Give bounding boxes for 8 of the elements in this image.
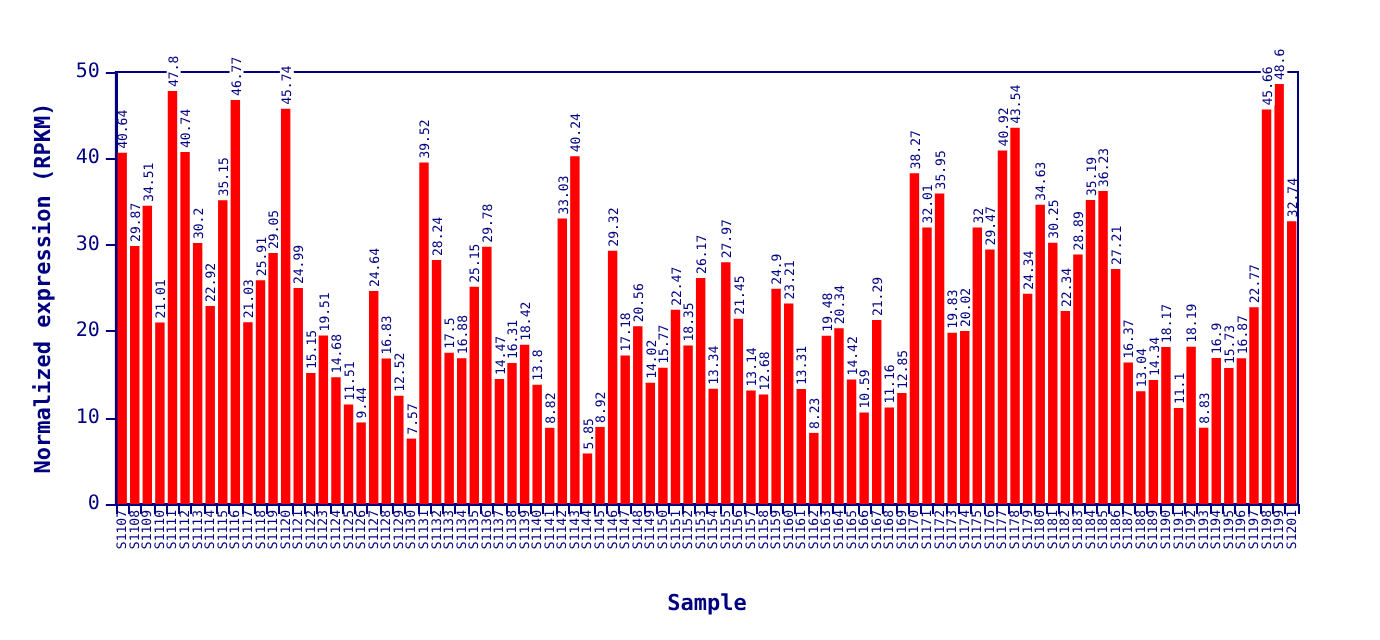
y-tick-label: 20: [75, 320, 100, 343]
y-tick-label: 0: [87, 493, 100, 515]
x-axis-title: Sample: [667, 590, 748, 616]
y-tick-label: 30: [75, 233, 100, 256]
y-tick-label: 50: [75, 61, 100, 83]
y-tick-label: 40: [75, 147, 100, 170]
y-tick-label: 10: [75, 406, 100, 429]
y-axis-title: Normalized expression (RPKM): [30, 102, 56, 474]
